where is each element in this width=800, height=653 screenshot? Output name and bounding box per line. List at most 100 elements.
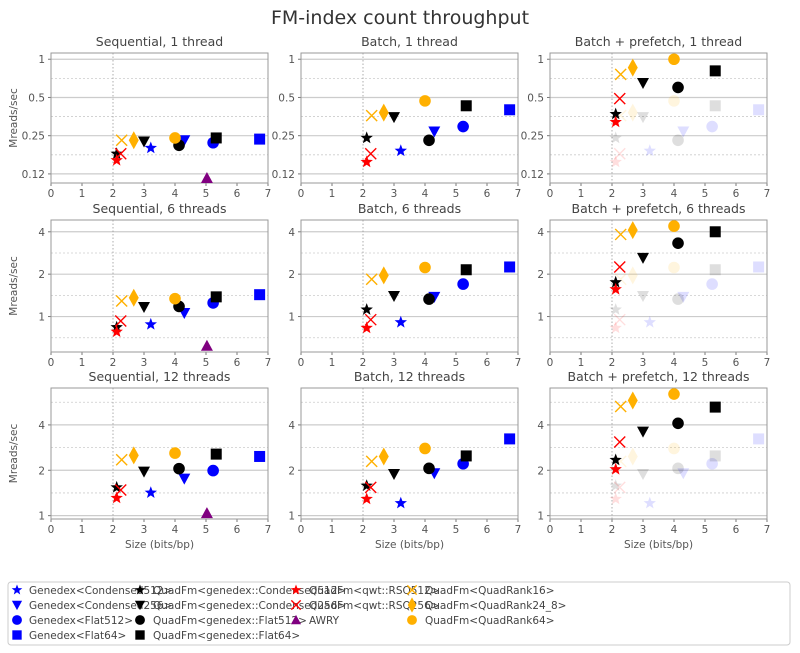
- x-tick-label: 1: [329, 357, 336, 369]
- circle-shape: [407, 615, 417, 625]
- triangle-down-shape: [637, 290, 649, 302]
- circle-shape: [672, 462, 684, 475]
- x-shape: [364, 313, 377, 326]
- faded-point-square: [709, 264, 721, 276]
- triangle-down-shape: [138, 466, 150, 478]
- data-point-triangle-up: [200, 339, 213, 351]
- data-point-star: [360, 155, 373, 168]
- subplot-title: Batch, 12 threads: [354, 369, 465, 384]
- x-tick-label: 6: [234, 188, 241, 200]
- triangle-down-shape: [677, 468, 690, 480]
- square-shape: [709, 100, 721, 112]
- star-shape: [609, 479, 622, 491]
- triangle-down-shape: [677, 291, 690, 303]
- x-tick-label: 0: [547, 188, 554, 200]
- data-point-circle: [668, 388, 680, 400]
- circle-shape: [668, 95, 680, 107]
- subplot-5: Batch, 6 threads 1 2 4 0 1 2 3 4 5 6 7: [288, 201, 521, 369]
- legend-frame: [7, 581, 791, 646]
- data-point-square: [460, 450, 472, 462]
- circle-shape: [706, 457, 718, 470]
- legend: Genedex<Condensed512> Genedex<Condensed25…: [7, 581, 791, 646]
- faded-point-thin-diamond: [627, 447, 638, 466]
- x-tick-label: 1: [578, 188, 585, 200]
- triangle-up-shape: [200, 339, 213, 351]
- triangle-up-shape: [200, 172, 213, 184]
- x-tick-label: 3: [640, 188, 647, 200]
- circle-shape: [423, 462, 435, 475]
- x-shape: [114, 314, 127, 327]
- subplot-1: Sequential, 1 thread 0.12 0.25 0.5 1 0 1 2 3 4 5 6 7…: [8, 34, 271, 200]
- data-point-thin-diamond: [378, 447, 389, 466]
- x-shape: [614, 228, 627, 241]
- diamond-shape: [378, 447, 389, 466]
- x-tick-label: 5: [203, 188, 210, 200]
- square-shape: [709, 401, 721, 413]
- x-tick-label: 6: [234, 524, 241, 536]
- x-shape: [614, 68, 627, 81]
- plot-frame: [50, 52, 269, 184]
- data-point-circle: [169, 447, 181, 459]
- data-point-thin-diamond: [378, 266, 389, 285]
- subplot-title: Batch, 6 threads: [358, 201, 461, 216]
- subplot-title: Sequential, 1 thread: [96, 34, 223, 49]
- data-point-triangle-down: [388, 290, 400, 302]
- data-point-star: [609, 453, 622, 466]
- data-point-star: [110, 491, 123, 504]
- legend-label: QuadFm<qwt::RSQ256>: [309, 600, 440, 612]
- y-tick-label: 1: [38, 54, 45, 66]
- star-shape: [11, 584, 23, 595]
- x-tick-label: 5: [453, 524, 460, 536]
- faded-point-thin-diamond: [627, 103, 638, 122]
- x-shape: [114, 483, 127, 496]
- circle-shape: [706, 278, 718, 290]
- x-shape: [613, 260, 626, 273]
- y-tick-label: 2: [288, 465, 295, 477]
- faded-point-star: [609, 131, 622, 144]
- x-tick-label: 2: [609, 188, 616, 200]
- x-tick-label: 3: [391, 188, 398, 200]
- x-tick-label: 1: [329, 188, 336, 200]
- data-point-square: [504, 104, 516, 116]
- legend-item: AWRY: [290, 614, 340, 627]
- x-tick-label: 3: [640, 524, 647, 536]
- circle-shape: [12, 615, 22, 625]
- y-tick-label: 0.25: [272, 131, 295, 143]
- data-point-triangle-down: [637, 252, 649, 264]
- x-tick-label: 3: [391, 524, 398, 536]
- data-point-x: [613, 436, 626, 449]
- star-shape: [144, 141, 157, 154]
- circle-shape: [457, 120, 469, 133]
- circle-shape: [135, 615, 145, 625]
- faded-point-triangle-down: [677, 291, 690, 303]
- diamond-shape: [407, 597, 417, 613]
- legend-marker-circle: [12, 615, 22, 625]
- square-shape: [504, 104, 516, 116]
- x-tick-label: 7: [265, 188, 272, 200]
- legend-label: QuadFm<genedex::Flat64>: [153, 630, 300, 642]
- legend-marker-x: [290, 599, 302, 611]
- x-tick-label: 1: [578, 357, 585, 369]
- circle-shape: [672, 293, 684, 305]
- data-point-x: [114, 147, 127, 160]
- x-tick-label: 5: [702, 188, 709, 200]
- y-tick-label: 0.5: [278, 92, 295, 104]
- x-tick-label: 7: [265, 357, 272, 369]
- x-tick-label: 0: [48, 524, 55, 536]
- data-point-star: [609, 115, 622, 128]
- subplot-title: Sequential, 12 threads: [89, 369, 231, 384]
- square-shape: [254, 450, 266, 462]
- data-point-x: [613, 260, 626, 273]
- x-tick-label: 4: [172, 357, 179, 369]
- legend-marker-square: [12, 630, 22, 640]
- star-shape: [360, 479, 373, 491]
- triangle-down-shape: [388, 290, 400, 302]
- x-axis-label: Size (bits/bp): [125, 539, 194, 551]
- faded-point-triangle-down: [677, 126, 690, 138]
- data-point-x: [364, 313, 377, 326]
- circle-shape: [672, 417, 684, 430]
- x-tick-label: 4: [671, 188, 678, 200]
